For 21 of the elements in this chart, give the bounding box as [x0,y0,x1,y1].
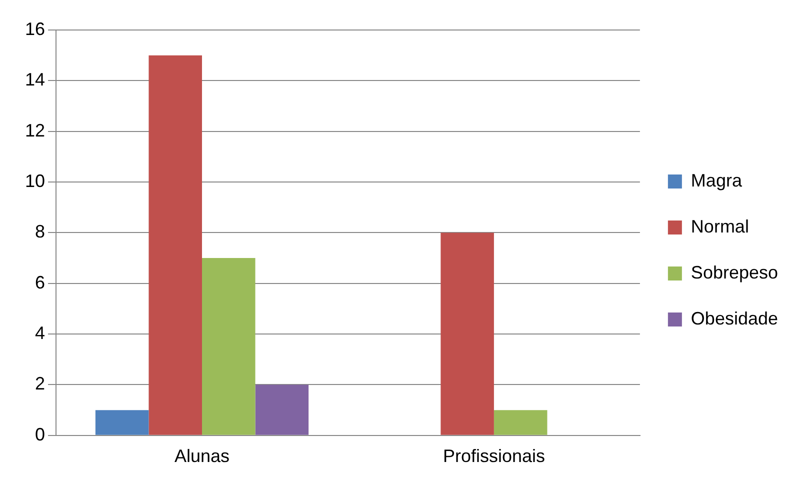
bar [202,258,256,435]
legend-label: Normal [690,216,749,236]
y-tick-label: 6 [35,272,46,292]
y-tick-label: 8 [35,222,46,242]
legend-label: Sobrepeso [690,262,778,282]
x-tick-label: Profissionais [442,446,545,466]
bar [255,384,309,435]
y-tick-label: 16 [24,18,46,39]
y-tick-label: 0 [35,424,46,444]
y-tick-label: 4 [35,323,46,344]
y-tick-label: 14 [24,70,46,90]
bar [95,410,149,435]
y-tick-label: 2 [35,374,46,394]
legend-label: Obesidade [690,308,778,328]
x-tick-label: Alunas [174,446,230,466]
bar [148,55,202,435]
y-tick-label: 10 [24,170,46,191]
bar [494,410,548,435]
legend-label: Magra [690,170,743,190]
bar [440,232,494,435]
y-tick-label: 12 [24,120,46,140]
